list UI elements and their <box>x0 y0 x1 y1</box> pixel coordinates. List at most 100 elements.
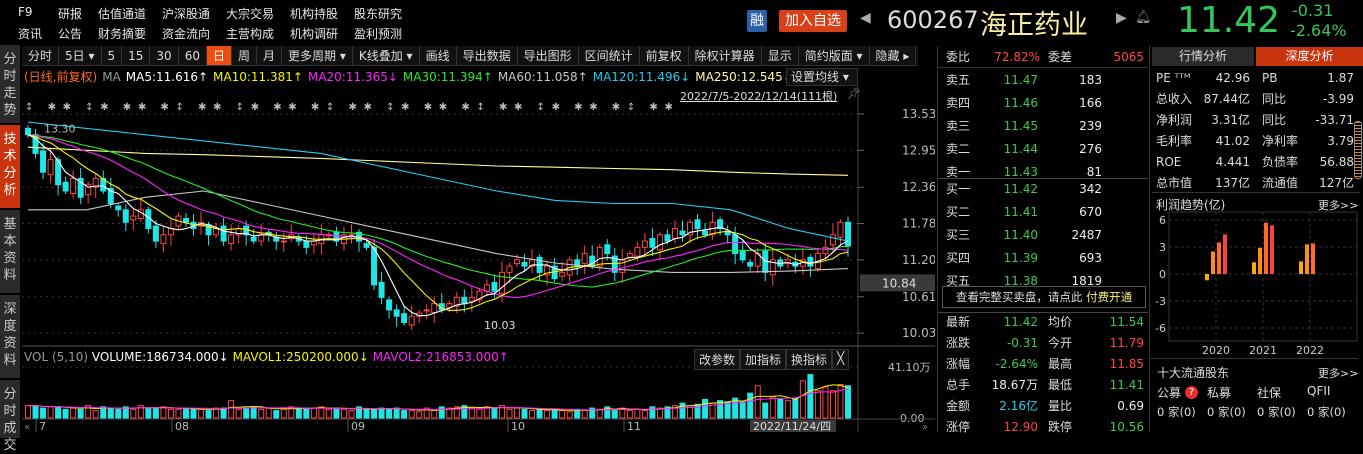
bell-icon[interactable]: 🔔︎ <box>1135 10 1152 25</box>
menu-item[interactable]: 财务摘要 <box>98 27 147 41</box>
event-marker[interactable]: ✱ <box>63 102 71 113</box>
order-row[interactable]: 卖五 11.47 183 <box>940 70 1146 90</box>
menu-f9[interactable]: F9 <box>18 5 33 19</box>
add-indicator-button[interactable]: 加指标 <box>740 349 787 370</box>
event-marker[interactable]: ✱ <box>123 102 131 113</box>
menu-item[interactable]: 机构调研 <box>290 27 339 41</box>
menu-item[interactable]: 资讯 <box>18 27 43 41</box>
menu-item[interactable]: 沪深股通 <box>162 7 211 21</box>
event-marker[interactable]: ✱ <box>499 102 507 113</box>
toolbar-button[interactable]: 5日 ▾ <box>59 46 102 65</box>
add-watchlist-button[interactable]: 加入自选 <box>779 10 847 32</box>
menu-item[interactable]: 盈利预测 <box>354 27 403 41</box>
holders-more-link[interactable]: 更多>> <box>1318 367 1359 380</box>
toolbar-button[interactable]: 画线 <box>420 46 457 65</box>
full-book-button[interactable]: 查看完整买卖盘，请点此 付费开通 <box>942 286 1146 308</box>
event-marker[interactable]: ✱ <box>364 102 372 113</box>
side-tab-technical[interactable]: 技术分析 <box>0 125 20 210</box>
event-marker[interactable]: ✱ <box>198 102 206 113</box>
order-row[interactable]: 卖四 11.46 166 <box>940 93 1146 113</box>
event-marker[interactable]: ✱ <box>160 102 168 113</box>
event-marker[interactable]: ↕ <box>537 102 545 113</box>
event-marker[interactable]: ✱ <box>589 102 597 113</box>
order-row[interactable]: 买三 11.40 2487 <box>940 225 1146 245</box>
pay-link[interactable]: 付费开通 <box>1086 290 1133 304</box>
menu-item[interactable]: 研报 <box>58 7 83 21</box>
event-marker[interactable]: ✱ <box>311 102 319 113</box>
side-tab-intraday[interactable]: 分时走势 <box>0 45 20 125</box>
toolbar-button[interactable]: 分时 <box>22 46 60 65</box>
event-marker[interactable]: ✱ <box>251 102 259 113</box>
event-marker[interactable]: ✱ <box>213 102 221 113</box>
event-marker[interactable]: ✱ <box>424 102 432 113</box>
order-row[interactable]: 卖二 11.44 276 <box>940 139 1146 159</box>
event-marker[interactable]: ↕ <box>476 102 484 113</box>
toolbar-button[interactable]: 15 <box>122 46 151 65</box>
scroll-left-icon[interactable]: « <box>24 422 30 432</box>
event-marker[interactable]: ✱ <box>439 102 447 113</box>
order-row[interactable]: 买二 11.41 670 <box>940 202 1146 222</box>
toolbar-button[interactable]: 导出图形 <box>518 46 579 65</box>
kline-chart[interactable]: 13.53 12.95 12.36 11.78 11.20 10.61 10.03 10.84… <box>22 86 935 432</box>
toolbar-button[interactable]: 月 <box>257 46 283 65</box>
next-stock-icon[interactable]: ▶ <box>1116 10 1127 26</box>
order-row[interactable]: 卖一 11.43 81 <box>940 162 1146 182</box>
side-tab-basic[interactable]: 基本资料 <box>0 210 20 295</box>
event-marker[interactable]: ✱ <box>461 102 469 113</box>
tab-market-analysis[interactable]: 行情分析 <box>1152 47 1254 66</box>
event-marker[interactable]: ✱ <box>288 102 296 113</box>
side-tab-trades[interactable]: 分时成交 <box>0 380 20 453</box>
event-marker[interactable]: ↕ <box>236 102 244 113</box>
event-marker[interactable]: ↕ <box>326 102 334 113</box>
toolbar-button[interactable]: 日 <box>206 46 232 65</box>
event-marker[interactable]: ↕ <box>627 102 635 113</box>
toolbar-button[interactable]: 5 <box>102 46 123 65</box>
event-marker[interactable]: ✱ <box>574 102 582 113</box>
event-marker[interactable]: ↕ <box>175 102 183 113</box>
event-marker[interactable]: ✱ <box>612 102 620 113</box>
toolbar-button[interactable]: 区间统计 <box>579 46 640 65</box>
edit-params-button[interactable]: 改参数 <box>694 349 741 370</box>
event-marker[interactable]: ✱ <box>514 102 522 113</box>
menu-item[interactable]: 资金流向 <box>162 27 211 41</box>
event-marker[interactable]: ✱ <box>348 102 356 113</box>
menu-item[interactable]: 主营构成 <box>226 27 275 41</box>
event-marker[interactable]: ✱ <box>273 102 281 113</box>
profit-more-link[interactable]: 更多>> <box>1318 199 1359 212</box>
change-indicator-button[interactable]: 换指标 <box>786 349 833 370</box>
toolbar-button[interactable]: 前复权 <box>640 46 689 65</box>
pin-icon[interactable]: 📌︎ <box>847 87 861 100</box>
menu-item[interactable]: 股东研究 <box>354 7 403 21</box>
toolbar-button[interactable]: 周 <box>232 46 258 65</box>
order-row[interactable]: 买五 11.38 1819 <box>940 271 1146 291</box>
toolbar-button[interactable]: 60 <box>179 46 207 65</box>
help-icon[interactable]: ? <box>1185 386 1198 399</box>
menu-item[interactable]: 大宗交易 <box>226 7 275 21</box>
order-row[interactable]: 买四 11.39 693 <box>940 248 1146 268</box>
side-tab-deep[interactable]: 深度资料 <box>0 295 20 380</box>
toolbar-button[interactable]: 更多周期 ▾ <box>282 46 353 65</box>
toolbar-button[interactable]: 简约版面 ▾ <box>799 46 870 65</box>
tab-deep-analysis[interactable]: 深度分析 <box>1256 47 1363 66</box>
event-marker[interactable]: ✱ <box>664 102 672 113</box>
toolbar-button[interactable]: 隐藏 ▸ <box>870 46 917 65</box>
event-marker[interactable]: ✱ <box>100 102 108 113</box>
event-marker[interactable]: ✱ <box>649 102 657 113</box>
scroll-right-icon[interactable]: » <box>922 422 928 432</box>
event-marker[interactable]: ↕ <box>25 102 33 113</box>
event-marker[interactable]: ↕ <box>85 102 93 113</box>
menu-item[interactable]: 估值通道 <box>98 7 147 21</box>
toolbar-button[interactable]: 30 <box>150 46 179 65</box>
toolbar-button[interactable]: 导出数据 <box>457 46 518 65</box>
toolbar-button[interactable]: 显示 <box>762 46 799 65</box>
event-marker[interactable]: ✱ <box>138 102 146 113</box>
event-marker[interactable]: ✱ <box>552 102 560 113</box>
toolbar-button[interactable]: 除权计算器 <box>689 46 762 65</box>
close-indicator-icon[interactable]: ╳ <box>832 349 850 370</box>
toolbar-button[interactable]: K线叠加 ▾ <box>353 46 420 65</box>
order-row[interactable]: 买一 11.42 342 <box>940 179 1146 199</box>
menu-item[interactable]: 公告 <box>58 27 83 41</box>
menu-item[interactable]: 机构持股 <box>290 7 339 21</box>
order-row[interactable]: 卖三 11.45 239 <box>940 116 1146 136</box>
event-marker[interactable]: ↕ <box>386 102 394 113</box>
